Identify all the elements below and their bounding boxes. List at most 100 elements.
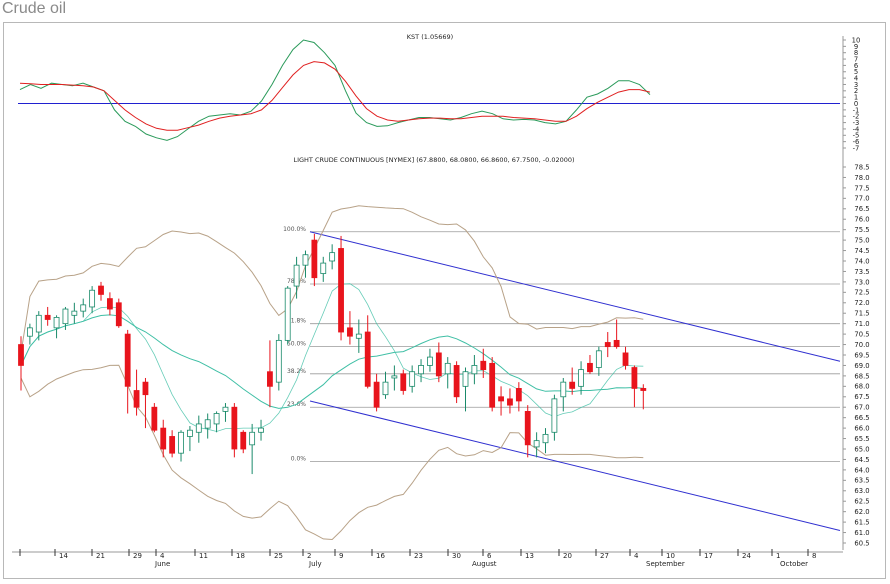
candle-body <box>453 365 460 398</box>
price-y-tick-label: 69.5 <box>854 351 869 359</box>
x-tick-label: 17 <box>704 552 713 560</box>
kst-y-tick-label: -7 <box>853 144 860 152</box>
candle-body <box>89 289 96 308</box>
x-tick-label: 24 <box>742 552 751 560</box>
x-tick-label: 4 <box>634 552 639 560</box>
candle-body <box>578 369 584 387</box>
candle-body <box>355 333 362 339</box>
channel-lower-line <box>309 400 841 531</box>
kst-y-tick-label: 8 <box>854 49 858 57</box>
kst-y-tick-label: 4 <box>854 75 858 83</box>
candle-body <box>524 410 531 446</box>
price-y-tick-label: 62.0 <box>854 508 869 516</box>
price-y-tick-label: 67.0 <box>854 404 869 412</box>
candle-body <box>62 308 69 325</box>
fib-level-label: 100.0% <box>283 226 306 233</box>
chart-frame <box>3 22 886 579</box>
candle-body <box>98 285 104 295</box>
candle-body <box>178 431 184 454</box>
candle-body <box>507 398 513 406</box>
price-y-tick-label: 71.0 <box>854 320 869 328</box>
price-y-tick-label: 64.0 <box>854 466 869 474</box>
candle-body <box>551 398 558 433</box>
channel-upper-line <box>309 231 841 362</box>
candle-body <box>311 239 318 279</box>
candle-body <box>640 388 647 391</box>
candle-body <box>560 381 567 398</box>
x-tick-label: 21 <box>96 552 105 560</box>
price-y-tick-label: 61.0 <box>854 529 869 537</box>
candle-body <box>604 342 611 348</box>
month-label: August <box>472 560 497 568</box>
fib-level-label: 38.2% <box>287 368 306 375</box>
candle-body <box>275 339 282 383</box>
price-y-tick-label: 68.0 <box>854 383 869 391</box>
price-y-tick-label: 64.5 <box>854 456 869 464</box>
candle-body <box>391 375 398 379</box>
candle-body <box>293 264 300 287</box>
x-tick-label: 6 <box>487 552 492 560</box>
candle-body <box>258 427 264 433</box>
kst-y-tick-label: 2 <box>854 87 858 95</box>
candle-body <box>409 371 416 387</box>
kst-y-tick-label: -4 <box>853 125 860 133</box>
candle-body <box>515 388 522 402</box>
kst-line <box>19 39 651 141</box>
candle-body <box>613 339 620 348</box>
kst-y-tick-label: -2 <box>853 113 860 121</box>
candle-body <box>444 362 451 375</box>
candle-body <box>302 254 309 266</box>
price-y-tick-label: 75.0 <box>854 237 869 245</box>
month-label: September <box>646 560 685 568</box>
x-tick-label: 16 <box>376 552 385 560</box>
candle-body <box>631 367 638 389</box>
price-y-tick-label: 76.5 <box>854 205 869 213</box>
price-y-tick-label: 60.5 <box>854 539 869 547</box>
candle-body <box>231 406 238 450</box>
price-title: LIGHT CRUDE CONTINUOUS [NYMEX] (67.8800,… <box>293 156 574 164</box>
price-y-tick-label: 71.5 <box>854 310 869 318</box>
kst-y-tick-label: 7 <box>854 55 858 63</box>
price-y-tick-label: 68.5 <box>854 372 869 380</box>
x-tick-label: 13 <box>525 552 534 560</box>
candle-body <box>80 304 87 312</box>
candle-body <box>471 365 478 375</box>
candle-body <box>533 440 540 448</box>
price-y-tick-label: 73.0 <box>854 278 869 286</box>
candle-body <box>71 310 78 316</box>
fib-level-label: 0.0% <box>291 456 307 463</box>
x-tick-label: 18 <box>236 552 245 560</box>
price-y-tick-label: 77.0 <box>854 195 869 203</box>
x-tick-label: 23 <box>414 552 423 560</box>
price-y-tick-label: 70.0 <box>854 341 869 349</box>
candle-body <box>622 352 629 366</box>
kst-y-tick-label: 1 <box>854 94 858 102</box>
price-y-tick-label: 65.0 <box>854 445 869 453</box>
kst-y-tick-label: 5 <box>854 68 858 76</box>
candle-body <box>480 360 487 371</box>
candle-body <box>373 381 380 408</box>
kst-y-tick-label: -5 <box>853 132 860 140</box>
candle-body <box>124 333 131 387</box>
price-y-tick-label: 66.0 <box>854 425 869 433</box>
x-tick-label: 2 <box>307 552 311 560</box>
price-y-tick-label: 65.5 <box>854 435 869 443</box>
candle-body <box>462 371 469 387</box>
candle-body <box>222 406 229 412</box>
price-y-tick-label: 74.0 <box>854 257 869 265</box>
candle-body <box>427 356 433 366</box>
price-y-tick-label: 66.5 <box>854 414 869 422</box>
candle-body <box>195 423 202 433</box>
candle-body <box>35 314 42 333</box>
candle-body <box>133 390 140 408</box>
candle-body <box>418 365 424 375</box>
price-y-tick-label: 72.0 <box>854 299 869 307</box>
candle-body <box>142 381 149 396</box>
candle-body <box>249 431 256 446</box>
candle-body <box>18 344 24 366</box>
kst-y-tick-label: 6 <box>854 62 858 70</box>
price-y-tick-label: 61.5 <box>854 519 869 527</box>
fib-level-label: 61.8% <box>287 318 306 325</box>
price-y-tick-label: 77.5 <box>854 184 869 192</box>
